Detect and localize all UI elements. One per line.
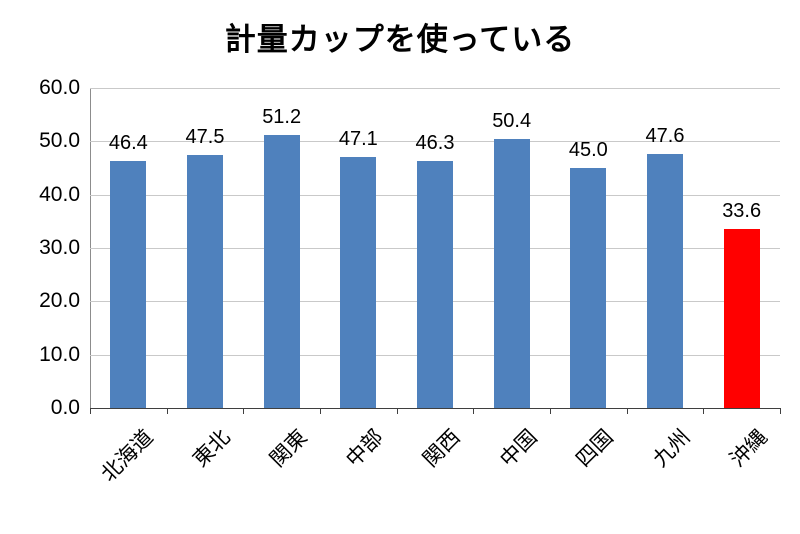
bar-value-label: 50.4 — [492, 110, 532, 133]
x-category-label: 北海道 — [97, 425, 159, 487]
x-axis-tick — [626, 408, 628, 414]
x-category-label: 東北 — [188, 425, 235, 472]
bar-2 — [187, 154, 223, 408]
bar-7 — [570, 168, 607, 408]
x-axis-tick — [780, 408, 781, 414]
y-tick-label: 20.0 — [39, 289, 80, 313]
x-category-label: 中国 — [495, 425, 542, 472]
bar-4 — [340, 156, 377, 408]
bar-3 — [263, 134, 300, 408]
x-axis-line — [90, 408, 780, 409]
bar-value-label: 46.4 — [108, 131, 148, 154]
x-axis-tick — [396, 408, 398, 414]
chart-title: 計量カップを使っている — [224, 22, 576, 57]
bar-value-label: 47.1 — [338, 127, 378, 150]
y-tick-label: 0.0 — [50, 396, 80, 419]
bar-5 — [417, 161, 453, 408]
x-axis-tick — [166, 408, 168, 414]
x-axis-tick — [550, 408, 551, 414]
bar-value-label: 51.2 — [262, 105, 302, 128]
y-tick-label: 30.0 — [39, 236, 80, 259]
bar-value-label: 33.6 — [722, 199, 762, 222]
y-tick-label: 60.0 — [39, 76, 80, 99]
bar-6 — [493, 139, 530, 408]
x-category-label: 沖縄 — [725, 425, 772, 472]
plot-area: 46.4 47.5 51.2 47.1 46.3 50.4 45.0 47.6 33.6 — [90, 88, 780, 408]
gridline — [90, 88, 780, 89]
bar-9 — [723, 228, 760, 408]
x-axis-tick — [243, 408, 245, 414]
x-axis-labels: 北海道 東北 関東 中部 関西 中国 四国 九州 沖縄 — [90, 414, 780, 532]
bar-8 — [647, 154, 683, 408]
y-axis-labels: 0.0 10.0 20.0 30.0 40.0 50.0 60.0 — [0, 77, 80, 419]
x-category-label: 四国 — [572, 425, 619, 472]
bar-value-label: 47.6 — [645, 125, 685, 148]
x-category-label: 関東 — [265, 425, 312, 472]
bar-1 — [110, 160, 147, 408]
y-tick-label: 40.0 — [39, 182, 80, 206]
bar-value-label: 45.0 — [568, 139, 608, 161]
x-category-label: 中部 — [342, 425, 389, 472]
x-axis-tick — [320, 408, 321, 414]
x-category-label: 関西 — [418, 425, 465, 472]
x-axis-tick — [473, 408, 475, 414]
y-tick-label: 10.0 — [39, 342, 80, 366]
x-axis-tick — [90, 408, 91, 414]
bar-value-label: 47.5 — [185, 125, 225, 148]
bar-value-label: 46.3 — [415, 132, 455, 155]
y-tick-label: 50.0 — [39, 129, 80, 153]
gridline — [90, 141, 780, 143]
x-category-label: 九州 — [648, 425, 695, 472]
x-axis-tick — [703, 408, 705, 414]
